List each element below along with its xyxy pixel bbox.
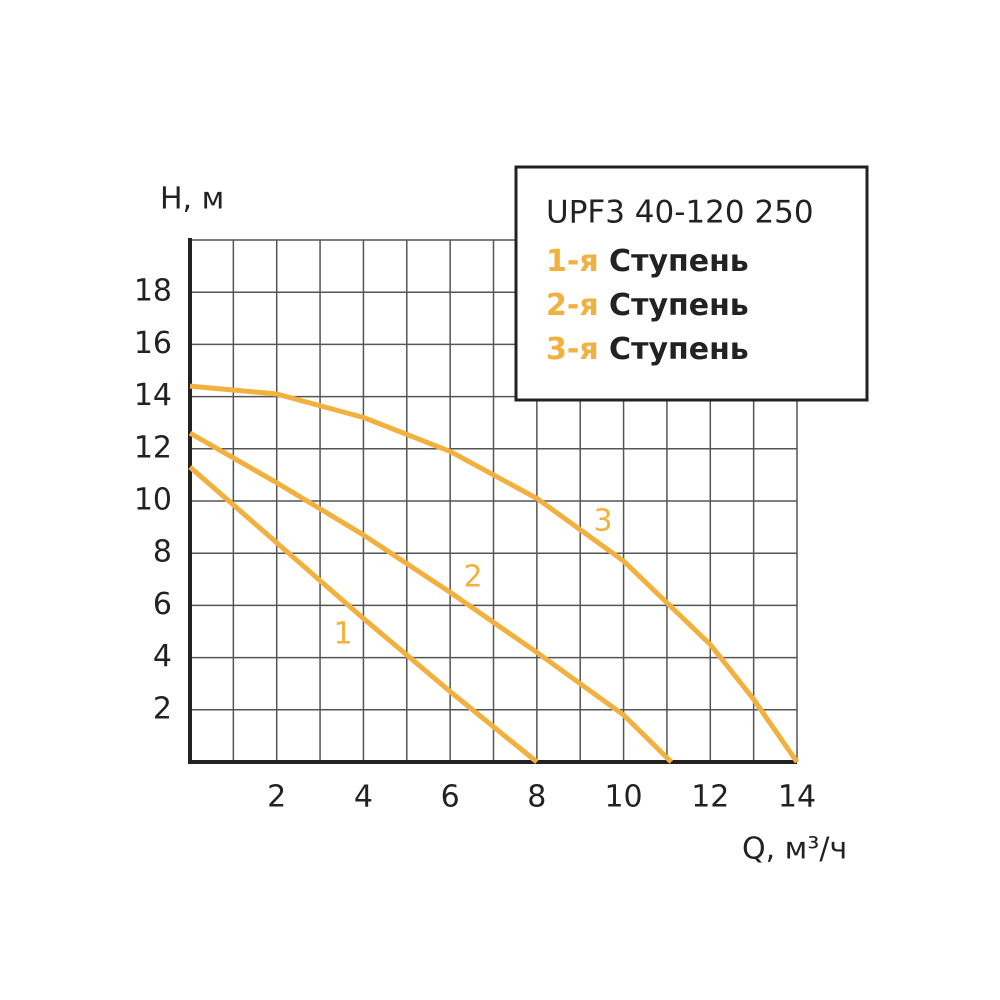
- y-tick-label: 2: [153, 691, 172, 726]
- curve: [188, 430, 674, 764]
- y-tick-label: 6: [153, 587, 172, 622]
- y-tick-label: 12: [134, 430, 172, 465]
- x-tick-label: 14: [778, 780, 816, 815]
- legend-entry: 1-я Ступень: [546, 244, 749, 279]
- legend-word: Ступень: [609, 332, 749, 367]
- curve: [189, 383, 800, 764]
- x-tick-label: 6: [441, 780, 460, 815]
- x-tick-label: 10: [604, 780, 642, 815]
- legend-title: UPF3 40-120 250: [546, 195, 814, 231]
- legend-entry: 3-я Ступень: [546, 332, 749, 367]
- x-tick-label: 2: [267, 780, 286, 815]
- legend-word: Ступень: [609, 288, 749, 323]
- x-tick-label: 4: [354, 780, 373, 815]
- y-tick-label: 14: [134, 378, 172, 413]
- curve: [188, 465, 539, 764]
- y-axis-label: H, м: [160, 182, 224, 217]
- y-tick-label: 16: [134, 326, 172, 361]
- legend-box: [514, 165, 869, 402]
- legend-number: 3-я: [546, 332, 599, 367]
- curve-label: 1: [333, 617, 352, 652]
- y-tick-label: 10: [134, 483, 172, 518]
- legend-entry: 2-я Ступень: [546, 288, 749, 323]
- y-tick-label: 8: [153, 535, 172, 570]
- y-tick-label: 4: [153, 639, 172, 674]
- x-axis-label: Q, м³/ч: [742, 832, 847, 867]
- legend-number: 2-я: [546, 288, 599, 323]
- x-tick-label: 8: [527, 780, 546, 815]
- curve-label: 2: [463, 560, 482, 595]
- y-tick-label: 18: [134, 274, 172, 309]
- legend-word: Ступень: [609, 244, 749, 279]
- curve-label: 3: [593, 504, 612, 539]
- legend-number: 1-я: [546, 244, 599, 279]
- x-tick-label: 12: [691, 780, 729, 815]
